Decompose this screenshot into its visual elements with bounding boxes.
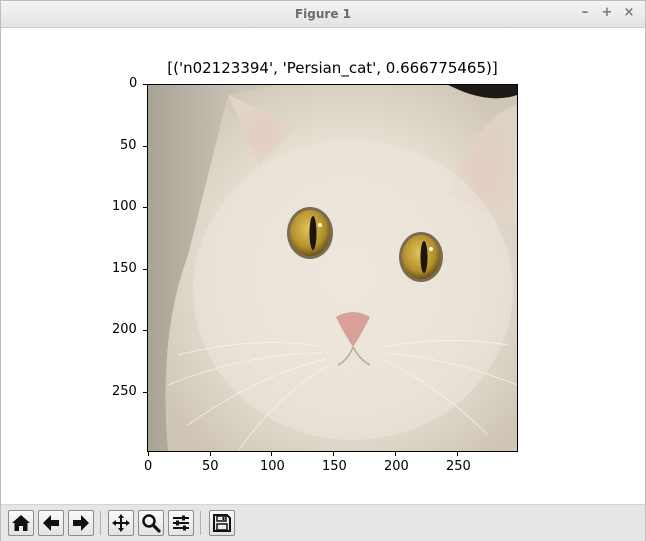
y-tick-mark: [143, 392, 147, 393]
y-tick-label: 200: [112, 322, 137, 337]
x-tick-label: 150: [322, 459, 347, 474]
y-tick-label: 50: [120, 138, 137, 153]
arrow-right-icon: [73, 515, 89, 531]
zoom-button[interactable]: [138, 510, 164, 536]
x-tick-label: 200: [384, 459, 409, 474]
figure-canvas[interactable]: [('n02123394', 'Persian_cat', 0.66677546…: [1, 28, 645, 504]
arrow-left-icon: [43, 515, 59, 531]
x-tick-mark: [333, 452, 334, 456]
x-tick-mark: [457, 452, 458, 456]
floppy-disk-icon: [213, 514, 231, 532]
x-tick-label: 100: [260, 459, 285, 474]
close-button[interactable]: ×: [623, 5, 635, 20]
y-tick-mark: [143, 146, 147, 147]
back-button[interactable]: [38, 510, 64, 536]
y-tick-label: 150: [112, 261, 137, 276]
sliders-icon: [173, 515, 189, 531]
x-tick-label: 50: [202, 459, 219, 474]
maximize-button[interactable]: +: [601, 5, 613, 20]
title-bar[interactable]: Figure 1 – + ×: [1, 1, 645, 28]
y-tick-label: 0: [129, 76, 138, 91]
move-icon: [112, 514, 130, 532]
y-tick-mark: [143, 330, 147, 331]
y-tick-label: 250: [112, 384, 137, 399]
cat-image: [148, 85, 517, 451]
x-tick-mark: [271, 452, 272, 456]
pan-button[interactable]: [108, 510, 134, 536]
magnifier-icon: [142, 514, 161, 533]
plot-title: [('n02123394', 'Persian_cat', 0.66677546…: [167, 59, 498, 77]
image-axes[interactable]: [147, 84, 518, 452]
y-tick-mark: [143, 269, 147, 270]
toolbar-separator: [200, 511, 201, 535]
navigation-toolbar: [1, 504, 645, 541]
configure-subplots-button[interactable]: [168, 510, 194, 536]
home-button[interactable]: [8, 510, 34, 536]
y-tick-label: 100: [112, 199, 137, 214]
save-button[interactable]: [209, 510, 235, 536]
toolbar-separator: [100, 511, 101, 535]
home-icon: [12, 515, 30, 531]
x-tick-mark: [395, 452, 396, 456]
x-tick-label: 250: [446, 459, 471, 474]
y-tick-mark: [143, 207, 147, 208]
y-tick-mark: [143, 84, 147, 85]
x-tick-mark: [210, 452, 211, 456]
minimize-button[interactable]: –: [581, 5, 589, 20]
x-tick-mark: [148, 452, 149, 456]
window-title: Figure 1: [294, 7, 352, 21]
x-tick-label: 0: [144, 459, 153, 474]
forward-button[interactable]: [68, 510, 94, 536]
